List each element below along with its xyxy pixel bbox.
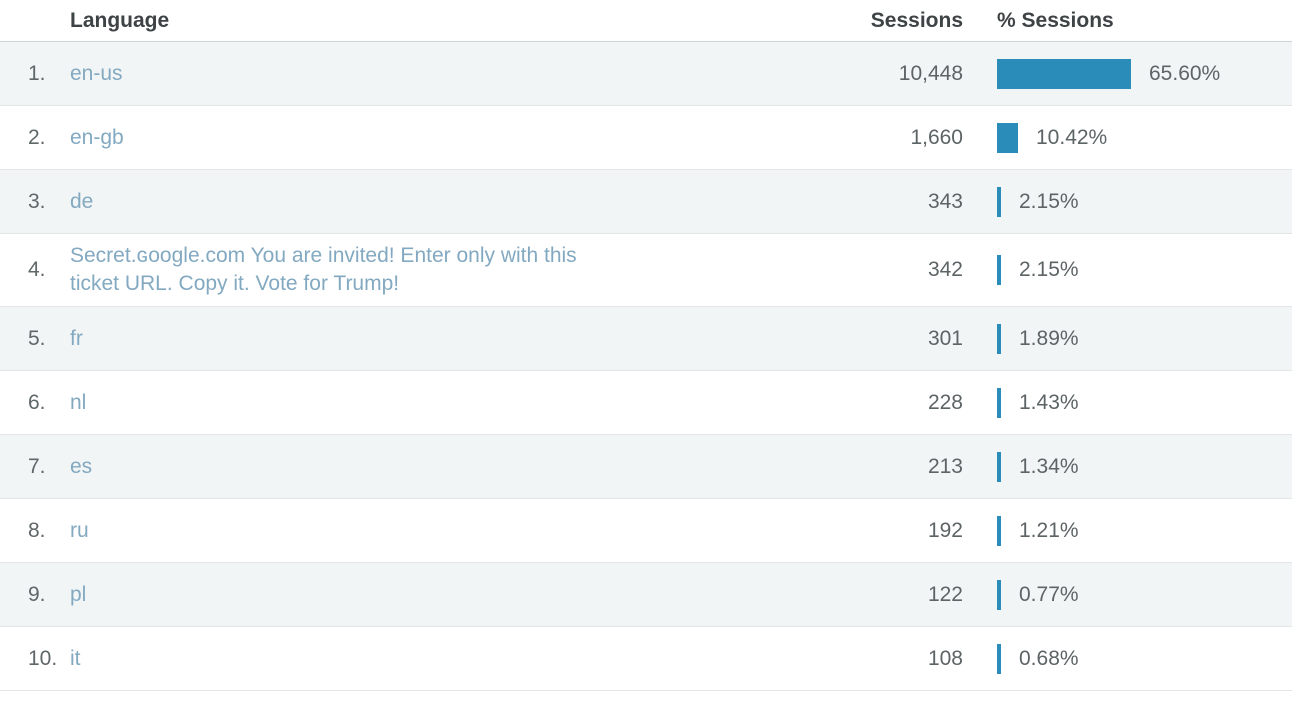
- language-link[interactable]: de: [70, 189, 94, 213]
- pct-sessions-cell: 1.34%: [997, 451, 1292, 482]
- language-cell: 7. es: [0, 445, 748, 489]
- row-rank: 5.: [28, 326, 46, 350]
- pct-sessions-bar: [997, 451, 1001, 482]
- sessions-value: 1,660: [910, 125, 963, 149]
- language-cell: 10. it: [0, 637, 748, 681]
- language-link[interactable]: nl: [70, 390, 87, 414]
- sessions-value: 228: [927, 390, 963, 414]
- column-header-sessions[interactable]: Sessions: [870, 8, 963, 32]
- language-link[interactable]: it: [70, 646, 81, 670]
- language-link[interactable]: es: [70, 454, 93, 478]
- language-cell: 6. nl: [0, 381, 748, 425]
- language-cell: 1. en-us: [0, 52, 748, 96]
- language-cell: 3. de: [0, 180, 748, 224]
- language-link[interactable]: en-gb: [70, 125, 124, 149]
- pct-sessions-bar: [997, 186, 1001, 217]
- pct-sessions-cell: 10.42%: [997, 122, 1292, 153]
- language-cell: 4. Secret.ɢoogle.com You are invited! En…: [0, 234, 748, 306]
- language-cell: 9. pl: [0, 573, 748, 617]
- pct-sessions-value: 1.34%: [1019, 454, 1079, 478]
- language-cell: 5. fr: [0, 317, 748, 361]
- sessions-value: 192: [927, 518, 963, 542]
- row-rank: 8.: [28, 518, 46, 542]
- pct-sessions-bar: [997, 387, 1001, 418]
- language-link[interactable]: fr: [70, 326, 83, 350]
- sessions-value: 342: [927, 258, 963, 281]
- pct-sessions-value: 1.43%: [1019, 390, 1079, 414]
- table-row: 6. nl 228 1.43%: [0, 371, 1292, 435]
- column-header-language[interactable]: Language: [70, 8, 170, 32]
- pct-sessions-value: 1.89%: [1019, 326, 1079, 350]
- row-rank: 9.: [28, 582, 46, 606]
- pct-sessions-value: 1.21%: [1019, 518, 1079, 542]
- pct-sessions-value: 10.42%: [1036, 125, 1108, 149]
- language-link[interactable]: Secret.ɢoogle.com You are invited! Enter…: [70, 244, 577, 295]
- sessions-value: 343: [927, 189, 963, 213]
- sessions-value: 213: [927, 454, 963, 478]
- row-rank: 7.: [28, 454, 46, 478]
- table-header-row: Language Sessions % Sessions: [0, 0, 1292, 42]
- pct-sessions-value: 2.15%: [1019, 258, 1079, 281]
- row-rank: 2.: [28, 125, 46, 149]
- table-row: 2. en-gb 1,660 10.42%: [0, 106, 1292, 170]
- table-row: 1. en-us 10,448 65.60%: [0, 42, 1292, 106]
- pct-sessions-cell: 1.43%: [997, 387, 1292, 418]
- pct-sessions-value: 2.15%: [1019, 189, 1079, 213]
- column-header-pct-sessions[interactable]: % Sessions: [997, 8, 1114, 32]
- pct-sessions-value: 0.68%: [1019, 646, 1079, 670]
- pct-sessions-bar: [997, 579, 1001, 610]
- pct-sessions-bar: [997, 58, 1131, 89]
- pct-sessions-cell: 0.68%: [997, 643, 1292, 674]
- pct-sessions-bar: [997, 643, 1001, 674]
- pct-sessions-cell: 1.89%: [997, 323, 1292, 354]
- language-link[interactable]: en-us: [70, 61, 123, 85]
- table-row: 10. it 108 0.68%: [0, 627, 1292, 691]
- table-row: 5. fr 301 1.89%: [0, 307, 1292, 371]
- table-body: 1. en-us 10,448 65.60% 2. en-gb 1,660 10…: [0, 42, 1292, 691]
- pct-sessions-cell: 2.15%: [997, 255, 1292, 285]
- pct-sessions-value: 65.60%: [1149, 61, 1221, 85]
- table-row: 8. ru 192 1.21%: [0, 499, 1292, 563]
- row-rank: 3.: [28, 189, 46, 213]
- table-row: 9. pl 122 0.77%: [0, 563, 1292, 627]
- pct-sessions-cell: 0.77%: [997, 579, 1292, 610]
- language-cell: 8. ru: [0, 509, 748, 553]
- pct-sessions-value: 0.77%: [1019, 582, 1079, 606]
- row-rank: 4.: [28, 258, 46, 281]
- row-rank: 1.: [28, 61, 46, 85]
- sessions-value: 10,448: [898, 61, 963, 85]
- sessions-value: 122: [927, 582, 963, 606]
- language-cell: 2. en-gb: [0, 116, 748, 160]
- row-rank: 10.: [28, 646, 58, 670]
- sessions-value: 108: [927, 646, 963, 670]
- pct-sessions-bar: [997, 515, 1001, 546]
- table-row: 4. Secret.ɢoogle.com You are invited! En…: [0, 234, 1292, 307]
- pct-sessions-bar: [997, 122, 1018, 153]
- language-report-table: Language Sessions % Sessions 1. en-us 10…: [0, 0, 1292, 691]
- language-link[interactable]: pl: [70, 582, 87, 606]
- pct-sessions-cell: 65.60%: [997, 58, 1292, 89]
- table-row: 3. de 343 2.15%: [0, 170, 1292, 234]
- pct-sessions-cell: 2.15%: [997, 186, 1292, 217]
- pct-sessions-cell: 1.21%: [997, 515, 1292, 546]
- sessions-value: 301: [927, 326, 963, 350]
- table-row: 7. es 213 1.34%: [0, 435, 1292, 499]
- language-link[interactable]: ru: [70, 518, 89, 542]
- pct-sessions-bar: [997, 323, 1001, 354]
- pct-sessions-bar: [997, 255, 1001, 285]
- row-rank: 6.: [28, 390, 46, 414]
